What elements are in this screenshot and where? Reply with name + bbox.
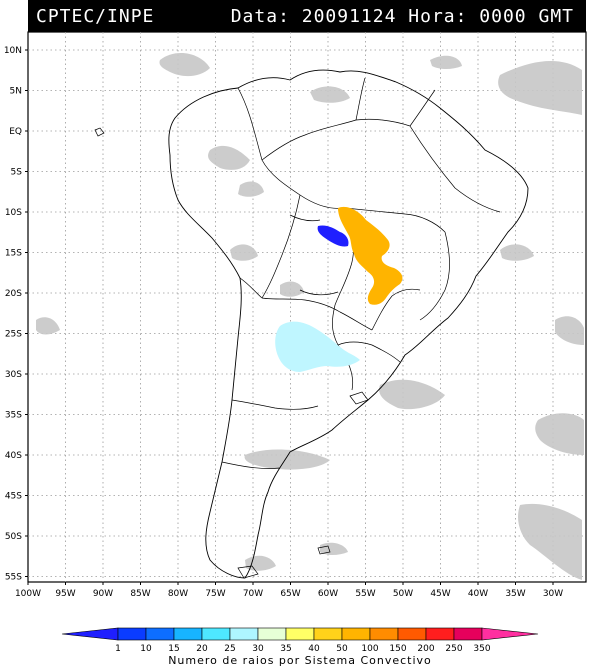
latitude-label: 5N (10, 87, 22, 97)
colorbar-segment (397, 627, 427, 641)
longitude-label: 45W (430, 589, 450, 599)
convective-system-orange (338, 206, 403, 305)
colorbar-segment (229, 627, 259, 641)
longitude-label: 75W (205, 589, 225, 599)
country-borders (221, 77, 501, 469)
colorbar-segment (173, 627, 203, 641)
longitude-label: 70W (243, 589, 263, 599)
colorbar-tick-label: 30 (252, 644, 264, 654)
latitude-label: 35S (5, 411, 22, 421)
header-source: CPTEC/INPE (36, 6, 155, 27)
convective-systems (275, 206, 403, 372)
latitude-label: 40S (5, 451, 22, 461)
colorbar-tick-label: 35 (280, 644, 291, 654)
colorbar-segment (341, 627, 371, 641)
colorbar-tick-label: 1 (115, 644, 121, 654)
latitude-label: 10N (4, 46, 22, 56)
longitude-label: 40W (468, 589, 488, 599)
colorbar-tick-label: 10 (140, 644, 152, 654)
colorbar-segment (313, 627, 343, 641)
latitude-label: 10S (5, 208, 22, 218)
latitude-label: 45S (5, 492, 22, 502)
header-date-time: Data: 20091124 Hora: 0000 GMT (230, 6, 574, 27)
convective-system-dark-blue (317, 225, 349, 247)
colorbar-tick-label: 20 (196, 644, 208, 654)
colorbar-segment (257, 627, 287, 641)
island-outlines (94, 127, 369, 579)
colorbar-tick-label: 100 (361, 644, 378, 654)
latitude-label: 55S (5, 573, 22, 583)
colorbar: 1 10 15 20 25 30 35 40 50 100 150 200 250 350 (61, 627, 539, 654)
latitude-label: 5S (11, 168, 23, 178)
colorbar-tick-label: 200 (417, 644, 434, 654)
map-header: CPTEC/INPE Data: 20091124 Hora: 0000 GMT (28, 0, 586, 32)
latitude-label: 30S (5, 370, 22, 380)
longitude-label: 60W (318, 589, 338, 599)
longitude-label: 65W (280, 589, 300, 599)
map-frame (27, 31, 587, 583)
longitude-label: 35W (505, 589, 525, 599)
colorbar-segment (201, 627, 231, 641)
colorbar-tick-label: 350 (473, 644, 490, 654)
longitude-label: 100W (15, 589, 41, 599)
colorbar-segment (61, 627, 119, 641)
south-america-outline (168, 69, 529, 579)
colorbar-tick-label: 50 (336, 644, 348, 654)
convective-system-light-cyan (275, 321, 360, 372)
colorbar-tick-label: 25 (224, 644, 235, 654)
longitude-label: 30W (543, 589, 563, 599)
colorbar-tick-label: 15 (168, 644, 179, 654)
cloud-cover (36, 53, 584, 580)
colorbar-caption: Numero de raios por Sistema Convectivo (168, 654, 432, 667)
latitude-labels: 10N 5N EQ 5S 10S 15S 20S 25S 30S 35S 40S 45S 50S 55S (4, 46, 28, 583)
longitude-labels: 100W 95W 90W 85W 80W 75W 70W 65W 60W 55W 50W 45W 40W… (15, 582, 563, 599)
latitude-label: 25S (5, 330, 22, 340)
latitude-label: EQ (9, 127, 22, 137)
colorbar-tick-label: 150 (389, 644, 406, 654)
colorbar-segment (481, 627, 539, 641)
longitude-label: 95W (55, 589, 75, 599)
longitude-label: 90W (93, 589, 113, 599)
colorbar-segment (425, 627, 455, 641)
colorbar-tick-label: 40 (308, 644, 320, 654)
longitude-label: 85W (130, 589, 150, 599)
colorbar-segment (285, 627, 315, 641)
latitude-label: 20S (5, 289, 22, 299)
colorbar-tick-label: 250 (445, 644, 462, 654)
colorbar-segment (369, 627, 399, 641)
longitude-label: 50W (393, 589, 413, 599)
colorbar-segment (117, 627, 147, 641)
colorbar-segment (453, 627, 483, 641)
longitude-label: 80W (168, 589, 188, 599)
colorbar-segment (145, 627, 175, 641)
latitude-label: 15S (5, 249, 22, 259)
longitude-label: 55W (355, 589, 375, 599)
latitude-label: 50S (5, 532, 22, 542)
